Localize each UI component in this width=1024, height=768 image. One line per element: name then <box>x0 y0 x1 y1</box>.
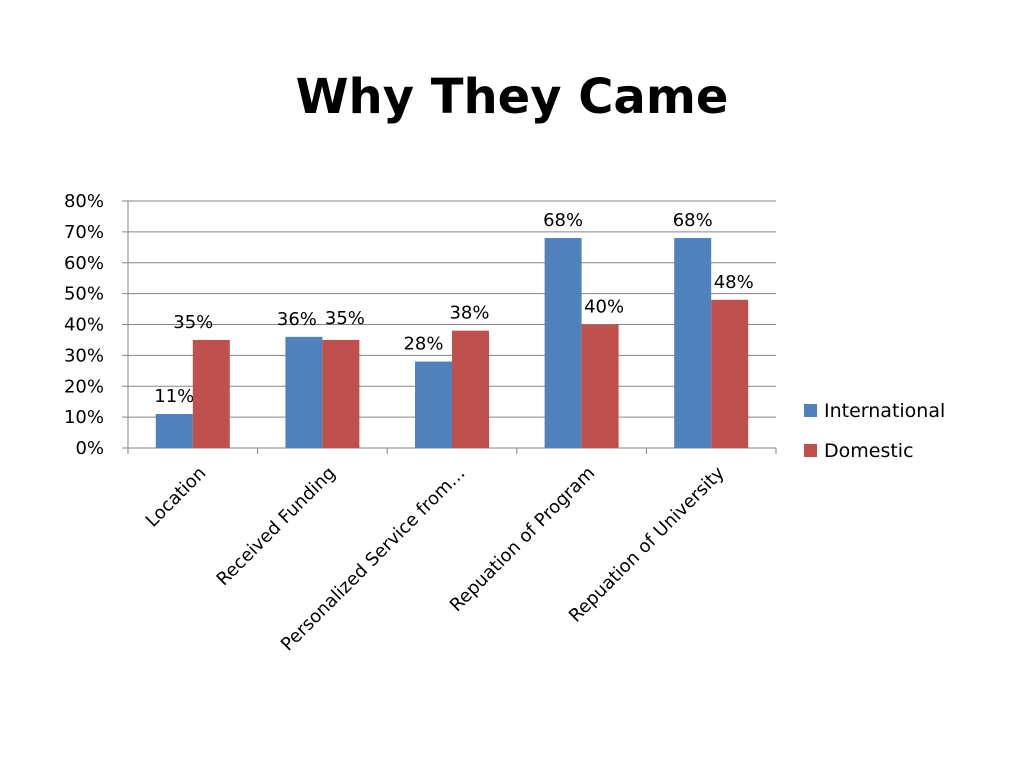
data-label-domestic-0: 35% <box>173 312 213 333</box>
category-label-0: Location <box>142 463 211 532</box>
y-tick-label: 70% <box>64 222 104 243</box>
category-label-3: Repuation of Program <box>446 463 599 616</box>
bar-domestic-3 <box>581 324 619 448</box>
y-tick-label: 0% <box>75 438 104 459</box>
bar-domestic-1 <box>322 339 360 448</box>
data-label-domestic-4: 48% <box>714 272 754 293</box>
y-tick-label: 60% <box>64 253 104 274</box>
data-label-domestic-1: 35% <box>325 308 365 329</box>
data-label-international-0: 11% <box>154 386 194 407</box>
bar-domestic-2 <box>452 330 489 448</box>
legend-label-international: International <box>824 400 945 422</box>
bar-domestic-0 <box>192 339 230 448</box>
y-tick-label: 30% <box>64 345 104 366</box>
data-label-international-3: 68% <box>543 210 583 231</box>
legend-label-domestic: Domestic <box>824 440 914 462</box>
y-tick-label: 80% <box>64 191 104 212</box>
y-tick-label: 20% <box>64 376 104 397</box>
bar-international-0 <box>155 414 193 448</box>
data-label-international-2: 28% <box>403 334 443 355</box>
category-label-1: Received Funding <box>213 463 340 590</box>
legend-swatch-international <box>804 404 817 417</box>
bar-international-1 <box>285 336 323 448</box>
y-tick-label: 50% <box>64 284 104 305</box>
data-label-international-4: 68% <box>673 210 713 231</box>
bar-domestic-4 <box>711 299 749 448</box>
y-tick-label: 10% <box>64 407 104 428</box>
y-tick-label: 40% <box>64 315 104 336</box>
bar-international-4 <box>674 238 712 448</box>
slide-title: Why They Came <box>295 69 729 125</box>
bar-international-2 <box>415 361 452 448</box>
bar-international-3 <box>544 238 582 448</box>
data-label-domestic-3: 40% <box>584 297 624 318</box>
data-label-domestic-2: 38% <box>449 303 489 324</box>
legend-swatch-domestic <box>804 444 817 457</box>
data-label-international-1: 36% <box>277 309 317 330</box>
